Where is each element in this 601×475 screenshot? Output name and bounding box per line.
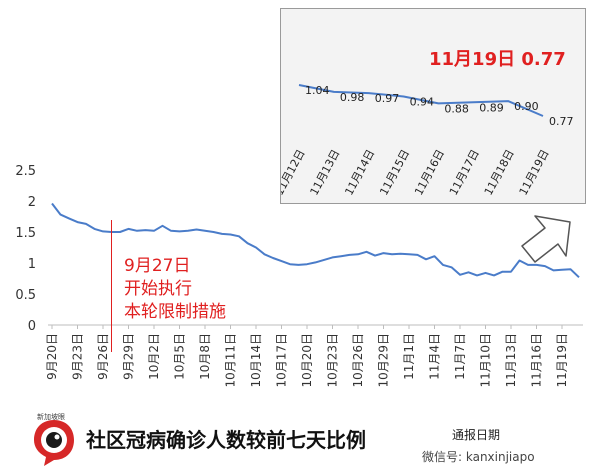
series-line [51,202,580,279]
inset-x-tick-label: 11月16日 [412,147,447,197]
x-tick-label: 10月2日 [147,333,161,380]
inset-x-tick-label: 11月14日 [342,147,377,197]
annotation-line-3: 本轮限制措施 [124,302,226,322]
x-tick-label: 9月20日 [45,333,59,380]
x-tick-label: 10月8日 [198,333,212,380]
inset-data-label: 0.94 [410,96,435,109]
x-tick-label: 9月23日 [71,333,85,380]
inset-title: 11月19日 0.77 [429,49,566,70]
inset-x-tick-label: 11月12日 [281,147,308,197]
inset-data-label: 0.90 [514,100,539,113]
x-tick-label: 9月26日 [96,333,110,380]
inset-x-tick-label: 11月17日 [447,147,482,197]
x-tick-label: 10月20日 [300,333,314,388]
inset-x-tick-label: 11月13日 [308,147,343,197]
logo-text: 新加坡眼 [37,413,65,421]
y-tick-label: 0 [28,319,36,334]
y-tick-label: 0.5 [15,288,36,303]
annotation-line-1: 9月27日 [124,256,191,276]
annotation-text: 9月27日 开始执行 本轮限制措施 [124,255,226,324]
inset-x-tick-label: 11月18日 [482,147,517,197]
x-tick-label: 11月16日 [530,333,544,388]
x-tick-label: 10月17日 [275,333,289,388]
x-tick-label: 11月1日 [402,333,416,380]
watermark: 微信号: kanxinjiapo [422,450,535,464]
inset-x-tick-label: 11月15日 [377,147,412,197]
inset-data-label: 0.97 [375,92,400,105]
x-tick-label: 11月13日 [504,333,518,388]
x-tick-label: 10月5日 [173,333,187,380]
inset-data-label: 0.77 [549,115,574,128]
y-tick-label: 1 [28,257,36,272]
x-tick-label: 11月7日 [453,333,467,380]
inset-data-label: 0.89 [479,101,504,114]
inset-data-label: 0.88 [444,102,469,115]
inset-series-line [298,84,544,117]
footer-title: 社区冠病确诊人数较前七天比例 [86,428,366,452]
inset-data-label: 1.04 [305,84,330,97]
y-tick-label: 1.5 [15,226,36,241]
x-tick-label: 10月11日 [224,333,238,388]
inset-x-tick-label: 11月19日 [517,147,552,197]
x-tick-label: 11月19日 [555,333,569,388]
y-tick-label: 2 [28,195,36,210]
eye-logo-icon [34,420,74,466]
x-tick-label: 10月23日 [326,333,340,388]
footer-subtitle: 通报日期 [452,428,501,442]
x-tick-label: 11月4日 [428,333,442,380]
x-tick-label: 11月10日 [479,333,493,388]
inset-data-label: 0.98 [340,91,365,104]
x-tick-label: 9月29日 [122,333,136,380]
x-tick-label: 10月29日 [377,333,391,388]
x-tick-label: 10月14日 [249,333,263,388]
x-tick-label: 10月26日 [351,333,365,388]
inset-chart-panel: 1.04 0.98 0.97 0.94 0.88 0.89 0.90 0.77 11月12日 11… [280,8,586,204]
annotation-line-2: 开始执行 [124,279,192,299]
y-tick-label: 2.5 [15,164,36,179]
